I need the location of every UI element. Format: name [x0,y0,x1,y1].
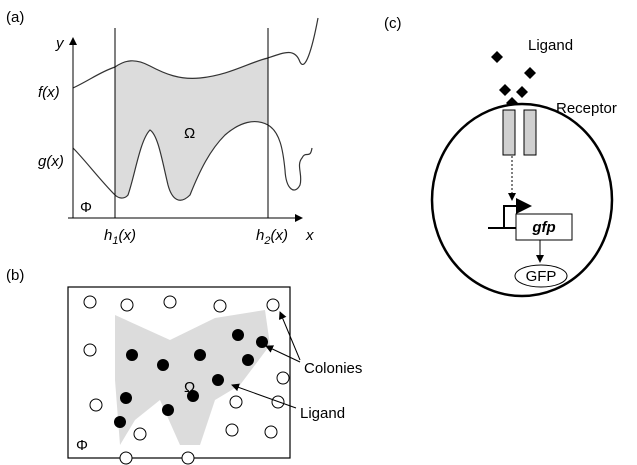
panel-label: (b) [6,267,24,284]
y-label: y [55,35,65,52]
panel-a: (a) y x f(x) g(x) Ω Φ h1(x) h2(x) [6,9,318,247]
h2-rest: (x) [270,227,288,244]
gene-label: gfp [531,219,555,236]
receptor [524,110,536,155]
figure: (a) y x f(x) g(x) Ω Φ h1(x) h2(x) (b) [0,0,637,465]
h1-base: h [104,227,112,244]
omega-region [115,310,270,445]
g-label: g(x) [38,153,64,170]
colonies-label: Colonies [304,360,362,377]
omega: Ω [184,125,195,142]
h1-label: h1(x) [104,227,136,247]
h2-base: h [256,227,264,244]
phi: Φ [76,437,88,454]
panel-c: (c) Ligand Receptor gfp GFP [384,15,617,296]
panel-label: (c) [384,15,402,32]
panel-label: (a) [6,9,24,26]
phi: Φ [80,199,92,216]
h2-label: h2(x) [256,227,288,247]
x-label: x [305,227,314,244]
h2-sub: 2 [263,235,270,247]
ligand-label: Ligand [528,37,573,54]
cell [432,104,612,296]
f-curve [73,18,318,88]
ligands [491,51,536,109]
protein-label: GFP [526,268,557,285]
h1-rest: (x) [118,227,136,244]
receptor [503,110,515,155]
ligand-label: Ligand [300,405,345,422]
omega: Ω [184,379,195,396]
panel-b: (b) Ω Φ Colonies Ligand [6,267,362,464]
f-label: f(x) [38,84,60,101]
